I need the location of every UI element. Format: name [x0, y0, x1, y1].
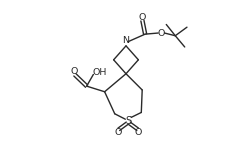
Text: O: O	[158, 28, 165, 38]
Text: N: N	[122, 36, 130, 45]
Text: O: O	[139, 13, 146, 22]
Text: S: S	[125, 116, 131, 126]
Text: O: O	[135, 128, 142, 137]
Text: O: O	[115, 128, 122, 137]
Text: O: O	[70, 67, 78, 76]
Text: OH: OH	[92, 68, 107, 77]
